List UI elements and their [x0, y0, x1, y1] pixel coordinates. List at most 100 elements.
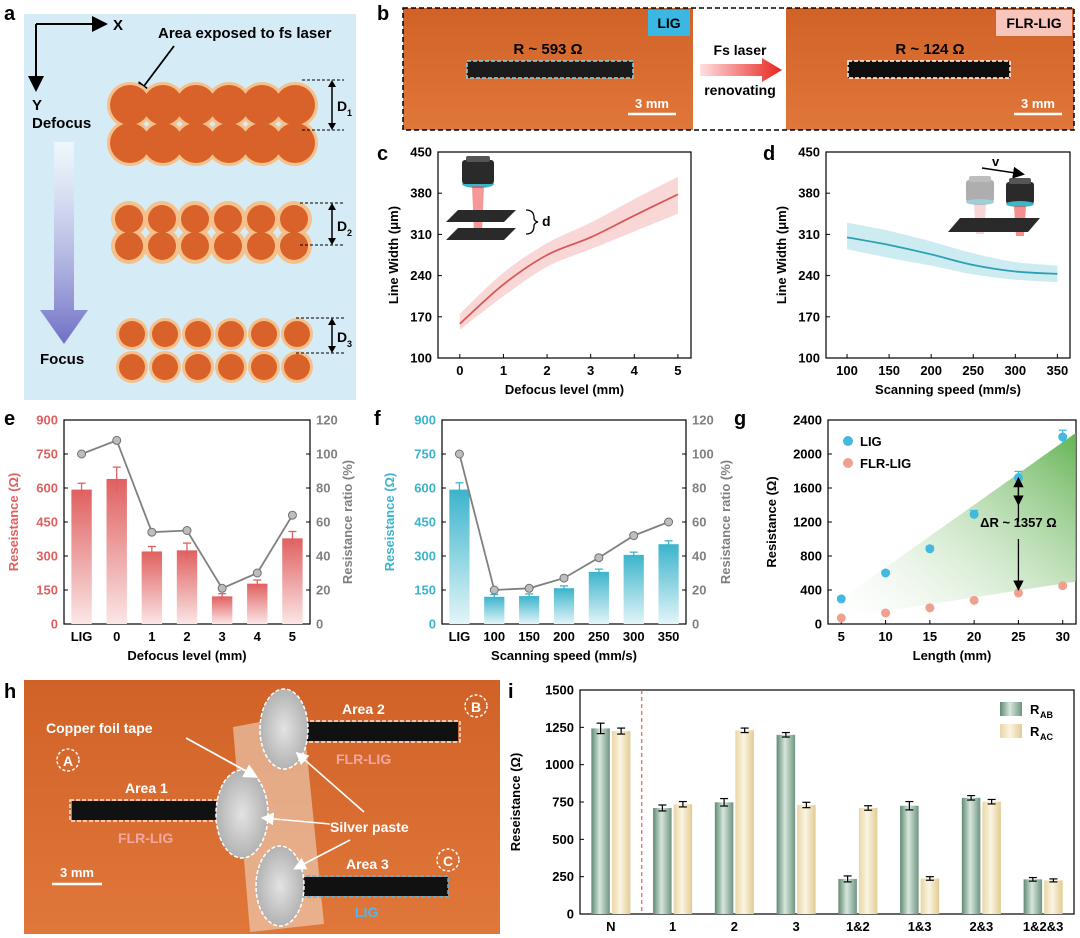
svg-text:1: 1 [347, 108, 352, 118]
silver-paste-2 [259, 688, 309, 770]
laser-spot [214, 205, 242, 233]
d1-marker: D 1 [302, 79, 352, 131]
laser-spot [284, 354, 310, 380]
x-tick-label: 300 [1004, 363, 1026, 378]
bar-rac [673, 804, 693, 914]
y-tick-label: 600 [414, 481, 436, 496]
confidence-band [459, 176, 678, 330]
y-tick-label: 1600 [793, 481, 822, 496]
bar [658, 544, 679, 624]
ratio-point [252, 568, 262, 578]
laser-spot [247, 232, 275, 260]
y2-tick-label: 20 [316, 583, 330, 598]
laser-spot [143, 85, 183, 125]
y-tick-label: 300 [414, 549, 436, 564]
x-tick-label: 100 [836, 363, 858, 378]
panel-h-photo: Copper foil tape Silver paste Area 1 FLR… [24, 680, 500, 934]
exposure-annotation: Area exposed to fs laser [158, 25, 332, 42]
x-tick-label: 200 [920, 363, 942, 378]
copper-foil-label: Copper foil tape [46, 720, 153, 736]
y-tick-label: 0 [815, 617, 822, 632]
y-axis-title: Reseistance (Ω) [508, 753, 523, 852]
y-tick-label: 0 [51, 617, 58, 632]
svg-text:B: B [471, 699, 481, 715]
bar-rac [920, 878, 940, 914]
y-tick-label: 1200 [793, 515, 822, 530]
area1-label: Area 1 [125, 780, 168, 796]
y2-tick-label: 40 [316, 549, 330, 564]
y-axis-title: Resistance ratio (%) [340, 460, 355, 584]
point-a-marker [56, 748, 80, 772]
x-tick-label: LIG [71, 629, 93, 644]
x-tick-label: 5 [674, 363, 681, 378]
lig-point [969, 509, 979, 519]
laser-spot [218, 321, 244, 347]
h-scale-label: 3 mm [60, 865, 94, 880]
x-tick-label: 150 [518, 629, 540, 644]
x-tick-label: 30 [1055, 629, 1069, 644]
x-tick-label: 1 [669, 919, 676, 934]
x-tick-label: 5 [838, 629, 845, 644]
bar-rab [900, 805, 919, 914]
svg-text:C: C [443, 853, 453, 869]
x-tick-label: 200 [553, 629, 575, 644]
legend-sub-rac: AC [1040, 732, 1053, 742]
x-tick-label: 4 [254, 629, 262, 644]
y2-tick-label: 20 [692, 583, 706, 598]
flr-lig-point [836, 613, 846, 623]
laser-spot [110, 85, 150, 125]
x-axis-title: Defocus level (mm) [127, 648, 246, 663]
silver-paste-3 [255, 845, 305, 927]
svg-text:3: 3 [347, 339, 352, 349]
ratio-point [77, 449, 87, 459]
area1-flr-label: FLR-LIG [118, 830, 173, 846]
y-tick-label: 0 [429, 617, 436, 632]
y-tick-label: 450 [410, 145, 432, 160]
x-tick-label: 2 [731, 919, 738, 934]
laser-spot [176, 123, 216, 163]
laser-spot [115, 205, 143, 233]
panel-b-photo: LIG FLR-LIG R ~ 593 Ω R ~ 124 Ω Fs laser… [402, 7, 1075, 131]
laser-spot [119, 321, 145, 347]
laser-spot [110, 123, 150, 163]
chart-g-resistance-vs-length: 0 400 800 1200 1600 2000 2400 5 10 15 20 25 30 LIG FLR… [764, 413, 1077, 663]
chart-f-resistance-vs-speed: 0 150 300 450 600 750 900 0 20 40 60 80 100 120 LIG 100… [382, 413, 733, 664]
laser-spot-array [107, 82, 318, 383]
area3-line [292, 877, 448, 896]
laser-spot [181, 205, 209, 233]
ratio-point [664, 517, 674, 527]
laser-spot [275, 85, 315, 125]
chart-i-resistance-by-area: 0 250 500 750 1000 1250 1500 N 1 2 3 1&2 1&3 2&3 1&2&3… [508, 683, 1075, 934]
point-c-marker [436, 848, 460, 872]
bar [623, 554, 644, 624]
focus-label: Focus [40, 351, 84, 368]
lig-point [1058, 432, 1068, 442]
panel-b-frame [402, 7, 1075, 131]
area3-label: Area 3 [346, 856, 389, 872]
ratio-point [287, 510, 297, 520]
y2-tick-label: 80 [692, 481, 706, 496]
laser-spot [143, 123, 183, 163]
area3-lig-label: LIG [355, 904, 378, 920]
y2-tick-label: 60 [692, 515, 706, 530]
bar-rab [1023, 879, 1043, 914]
y-tick-label: 900 [414, 413, 436, 428]
x-tick-label: 25 [1011, 629, 1025, 644]
y-axis-label: Y [32, 97, 42, 114]
lig-line [467, 61, 633, 78]
flr-lig-line-outline [847, 60, 1011, 79]
defocus-to-focus-arrow [40, 142, 88, 344]
y2-tick-label: 80 [316, 481, 330, 496]
legend-label-flr-lig: FLR-LIG [860, 456, 911, 471]
ratio-point [112, 435, 122, 445]
x-tick-label: 250 [588, 629, 610, 644]
y-tick-label: 240 [798, 268, 820, 283]
ratio-point [629, 531, 639, 541]
delta-annotation: ΔR ~ 1357 Ω [980, 515, 1057, 530]
laser-spot [242, 123, 282, 163]
laser-spot [247, 205, 275, 233]
bar-rab [776, 734, 796, 914]
y2-tick-label: 100 [692, 447, 714, 462]
bar-rab [838, 878, 857, 914]
y-axis-title: Resistance ratio (%) [718, 460, 733, 584]
